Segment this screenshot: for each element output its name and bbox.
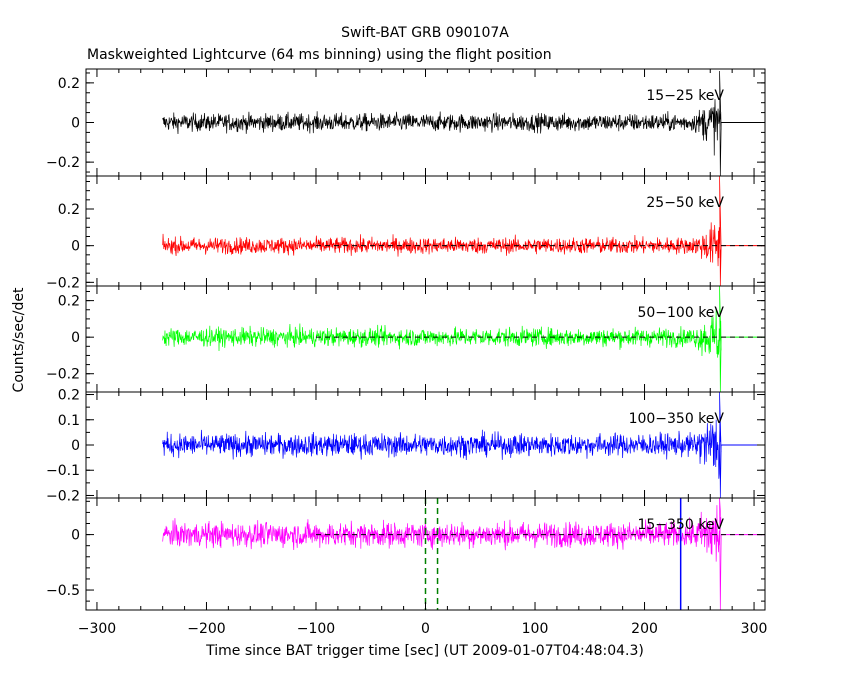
xtick-label-4: 100 bbox=[522, 621, 549, 637]
ytick-label-3-2: 0 bbox=[71, 438, 80, 454]
xtick-label-1: −200 bbox=[187, 621, 225, 637]
series-line-3 bbox=[162, 392, 722, 498]
panels-group: 15−25 keV−0.200.225−50 keV−0.200.250−100… bbox=[46, 68, 766, 611]
band-label-0: 15−25 keV bbox=[646, 88, 724, 104]
ytick-label-3-1: −0.1 bbox=[46, 463, 80, 479]
xtick-label-3: 0 bbox=[421, 621, 430, 637]
series-line-0 bbox=[162, 70, 722, 176]
xtick-label-2: −100 bbox=[297, 621, 335, 637]
ytick-label-2-0: −0.2 bbox=[46, 367, 80, 383]
series-line-4 bbox=[162, 498, 722, 610]
panel-0: 15−25 keV −0.2 0 0.2 bbox=[46, 68, 766, 177]
ytick-label-4-1: 0 bbox=[71, 528, 80, 544]
series-line-1 bbox=[162, 176, 722, 286]
ytick-label-2-2: 0.2 bbox=[58, 294, 80, 310]
y-axis-label: Counts/sec/det bbox=[11, 287, 27, 392]
ytick-label-0-1: 0 bbox=[71, 116, 80, 132]
ytick-label-1-2: 0.2 bbox=[58, 202, 80, 218]
xtick-label-6: 300 bbox=[741, 621, 768, 637]
panel-2: 50−100 keV −0.2 0 0.2 bbox=[46, 285, 766, 393]
chart-title: Swift-BAT GRB 090107A bbox=[341, 25, 509, 41]
band-label-3: 100−350 keV bbox=[629, 411, 725, 427]
panel-frame-1 bbox=[85, 175, 766, 287]
panel-4: 15−350 keV −0.5 0 bbox=[46, 497, 766, 611]
ytick-label-0-2: 0.2 bbox=[58, 76, 80, 92]
band-label-1: 25−50 keV bbox=[646, 195, 724, 211]
panel-1: 25−50 keV −0.2 0 0.2 bbox=[46, 175, 766, 291]
band-label-4: 15−350 keV bbox=[637, 517, 724, 533]
chart-subtitle: Maskweighted Lightcurve (64 ms binning) … bbox=[87, 47, 552, 63]
ytick-label-3-0: −0.2 bbox=[46, 488, 80, 504]
ytick-label-1-0: −0.2 bbox=[46, 275, 80, 291]
ytick-label-1-1: 0 bbox=[71, 239, 80, 255]
ytick-label-4-0: −0.5 bbox=[46, 583, 80, 599]
ytick-label-2-1: 0 bbox=[71, 330, 80, 346]
ytick-label-3-3: 0.1 bbox=[58, 413, 80, 429]
xtick-label-5: 200 bbox=[631, 621, 658, 637]
series-line-2 bbox=[162, 286, 722, 392]
x-axis-label: Time since BAT trigger time [sec] (UT 20… bbox=[205, 643, 644, 659]
xtick-label-0: −300 bbox=[78, 621, 116, 637]
band-label-2: 50−100 keV bbox=[637, 305, 724, 321]
ytick-label-0-0: −0.2 bbox=[46, 155, 80, 171]
panel-3: 100−350 keV −0.2 −0.1 0 0.1 0.2 bbox=[46, 388, 766, 504]
x-tick-labels: −300 −200 −100 0 100 200 300 bbox=[78, 621, 768, 637]
ytick-label-3-4: 0.2 bbox=[58, 388, 80, 404]
